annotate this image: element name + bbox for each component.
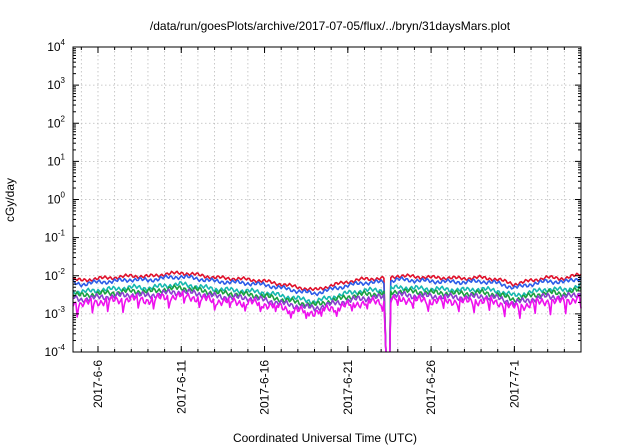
chart-title: /data/run/goesPlots/archive/2017-07-05/f… [150, 19, 511, 33]
y-tick-label: 100 [47, 191, 65, 207]
series-line [72, 284, 582, 353]
x-axis: 2017-6-6 2017-6-11 2017-6-16 2017-6-21 2017-… [80, 47, 582, 415]
y-axis-label: cGy/day [3, 178, 17, 222]
y-tick-label: 103 [47, 76, 65, 92]
x-tick-label: 2017-7-1 [507, 360, 521, 408]
x-axis-label: Coordinated Universal Time (UTC) [233, 431, 417, 445]
x-tick-label: 2017-6-11 [174, 360, 188, 414]
x-tick-label: 2017-6-21 [341, 360, 355, 415]
y-tick-label: 10-1 [45, 229, 66, 245]
x-tick-label: 2017-6-16 [258, 360, 272, 415]
series-line [72, 274, 582, 353]
y-tick-label: 102 [47, 114, 65, 130]
x-tick-label: 2017-6-26 [424, 360, 438, 415]
y-tick-label: 10-4 [45, 343, 66, 359]
x-tick-label: 2017-6-6 [91, 360, 105, 408]
series-line [72, 290, 582, 353]
series-group [72, 270, 582, 353]
y-tick-label: 10-2 [45, 267, 66, 283]
y-tick-label: 101 [47, 152, 65, 168]
y-tick-label: 104 [47, 38, 65, 54]
y-tick-label: 10-3 [45, 305, 66, 321]
y-axis: 10-4 10-3 10-2 10-1 100 101 102 103 104 [45, 38, 581, 359]
